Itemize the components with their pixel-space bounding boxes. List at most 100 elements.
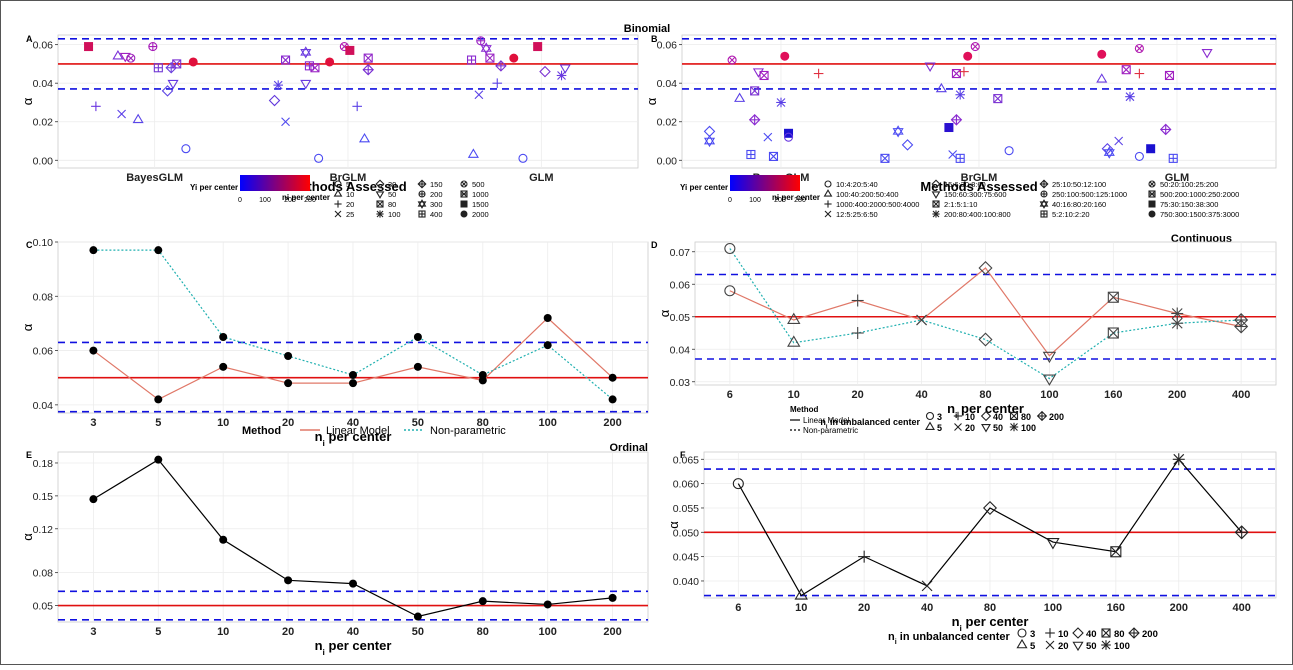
legend-shape-icon [333, 189, 343, 197]
data-point [1201, 49, 1213, 59]
panel-b: 0.000.020.040.06BayesGLMBrGLMGLMαMethods… [644, 34, 1277, 219]
legend-shape-label: 150 [430, 180, 443, 189]
data-point [1134, 43, 1144, 54]
legend-shape-label: 5 [1030, 641, 1036, 652]
section-title-binomial: Binomial [624, 23, 670, 35]
data-point [1110, 546, 1122, 558]
legend-shape-icon [460, 180, 468, 188]
legend-shape-icon [418, 190, 426, 198]
legend-gradient-tick: 100 [749, 197, 761, 204]
data-point [1146, 144, 1156, 154]
data-point [268, 94, 281, 107]
data-point [783, 132, 794, 142]
legend-shape-icon [417, 199, 427, 209]
legend-shape-title: ni per center [772, 193, 820, 202]
data-point [1171, 307, 1184, 320]
data-point [608, 395, 617, 404]
y-tick-label: 0.02 [33, 117, 54, 129]
y-tick-label: 0.060 [673, 479, 699, 491]
data-point [959, 66, 969, 77]
y-tick-label: 0.05 [33, 601, 54, 613]
legend-shape-icon [824, 200, 832, 208]
legend-gradient-tick: 280 [794, 197, 806, 204]
x-axis-title: ni per center [952, 614, 1029, 633]
y-tick-label: 0.18 [33, 458, 54, 470]
data-point [1103, 146, 1115, 159]
legend-shape-icon [823, 189, 833, 197]
x-tick-label: 160 [1104, 389, 1122, 401]
data-point [89, 495, 98, 504]
data-point [112, 50, 124, 60]
data-point [935, 82, 947, 93]
data-point [345, 45, 355, 55]
data-point [759, 70, 769, 81]
legend-shape-icon [417, 179, 427, 189]
data-point [608, 373, 617, 382]
x-axis-title: ni per center [315, 429, 392, 448]
data-point [352, 101, 362, 112]
data-point [970, 42, 980, 52]
legend-shape-label: 300 [430, 200, 443, 209]
legend-shape-icon [824, 180, 832, 188]
x-tick-label: 40 [921, 602, 933, 614]
legend-shape-label: 1000:400:2000:500:4000 [836, 200, 919, 209]
legend-shape-icon [1101, 628, 1111, 638]
legend-shape-icon [1148, 200, 1156, 208]
data-point [363, 53, 373, 63]
legend-shape-icon [931, 191, 941, 199]
x-tick-label: 5 [155, 417, 161, 429]
legend-shape-label: 1500 [472, 200, 489, 209]
x-tick-label: 3 [90, 417, 96, 429]
legend-method-title: Method [790, 405, 819, 414]
legend-shape-label: 15:6:30:8:60 [944, 180, 986, 189]
panel-c: 0.04 0.06 0.08 0.10 3 5 10 20 40 50 80 100 200 α ni pe… [20, 237, 649, 448]
legend-shape-icon [1148, 210, 1156, 218]
legend-shape-label: 20 [346, 200, 354, 209]
data-point [153, 63, 163, 73]
legend-shape-label: 250:100:500:125:1000 [1052, 190, 1127, 199]
data-point [543, 314, 552, 322]
y-tick-label: 0.08 [33, 291, 54, 303]
data-point [944, 123, 954, 133]
legend-shape-label: 200 [1049, 412, 1064, 422]
legend-shape-icon [981, 424, 991, 433]
data-point [188, 57, 198, 67]
data-point [154, 455, 163, 464]
data-point [349, 371, 357, 379]
y-axis-title: α [644, 97, 659, 105]
legend-label: Non-parametric [430, 425, 506, 437]
data-point [467, 148, 479, 158]
legend-shape-label: 5 [937, 423, 942, 433]
legend-shape-title: ni in unbalanced center [888, 631, 1011, 646]
data-point [978, 260, 993, 276]
x-tick-label: 40 [347, 626, 359, 638]
data-point [119, 52, 131, 63]
data-point [325, 57, 335, 67]
legend-gradient-title: Yi per center [190, 183, 238, 192]
legend-gradient-tick: 200 [284, 197, 296, 204]
data-point [955, 89, 965, 100]
x-tick-label: 100 [539, 417, 557, 429]
data-point [559, 64, 571, 74]
legend-shape-label: 40 [1086, 629, 1097, 640]
data-point [858, 550, 871, 563]
data-point [413, 362, 422, 371]
legend-shape-label: 50 [388, 190, 396, 199]
x-tick-label: 50 [412, 626, 424, 638]
legend-shape-icon [931, 179, 941, 189]
data-point [539, 65, 551, 78]
y-tick-label: 0.055 [673, 503, 699, 515]
legend-shape-icon [1072, 627, 1084, 639]
data-point [703, 134, 716, 148]
legend-shape-label: 750:300:1500:375:3000 [1160, 210, 1239, 219]
y-tick-label: 0.05 [670, 312, 691, 324]
legend-gradient-tick: 0 [238, 197, 242, 204]
data-point [509, 53, 519, 63]
legend-gradient-bar [240, 175, 310, 191]
data-point [284, 379, 293, 388]
y-tick-label: 0.04 [33, 400, 54, 412]
x-tick-label: 5 [155, 626, 161, 638]
data-point [478, 597, 487, 606]
data-point [310, 63, 320, 73]
